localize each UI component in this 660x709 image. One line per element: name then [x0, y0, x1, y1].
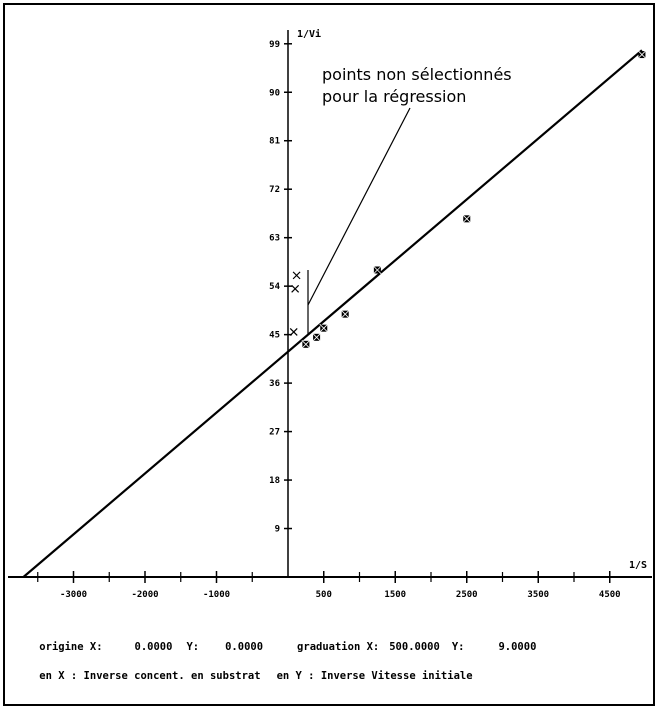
annotation-line-2: pour la régression	[322, 87, 466, 106]
data-point	[462, 214, 472, 224]
x-description: en X : Inverse concent. en substrat	[39, 670, 261, 682]
annotation-line-1: points non sélectionnés	[322, 65, 512, 84]
x-tick-label: -3000	[60, 590, 87, 600]
y-tick-label: 9	[275, 525, 280, 535]
origin-x-value: 0.0000	[134, 641, 173, 653]
y-tick-label: 99	[269, 40, 280, 50]
data-point	[340, 309, 350, 319]
origin-y-value: 0.0000	[225, 641, 264, 653]
y-tick-label: 18	[269, 476, 280, 486]
regression-line-group	[22, 49, 643, 578]
y-tick-label: 72	[269, 185, 280, 195]
data-point	[301, 340, 311, 349]
y-description: en Y : Inverse Vitesse initiale	[276, 670, 473, 682]
graduation-y-value: 9.0000	[498, 641, 537, 653]
axes	[8, 30, 652, 578]
x-tick-label: 3500	[527, 590, 549, 600]
x-tick-label: 2500	[456, 590, 478, 600]
data-points	[289, 50, 647, 349]
regression-line	[22, 49, 643, 578]
graduation-y-label: Y:	[451, 641, 465, 653]
x-axis-label: 1/S	[629, 560, 647, 571]
data-point	[637, 50, 647, 59]
y-tick-label: 90	[269, 88, 280, 98]
data-point	[373, 265, 382, 275]
graduation-x-value: 500.0000	[389, 641, 440, 653]
y-tick-label: 54	[269, 282, 280, 292]
y-tick-label: 45	[269, 331, 280, 341]
y-tick-label: 36	[269, 379, 280, 389]
x-tick-label: 1500	[384, 590, 406, 600]
origin-y-label: Y:	[186, 641, 200, 653]
annotation-leader	[307, 107, 411, 306]
data-point	[319, 323, 329, 333]
x-tick-label: -2000	[131, 590, 158, 600]
excluded-point	[289, 328, 298, 336]
x-tick-label: 500	[316, 590, 332, 600]
y-tick-label: 27	[269, 428, 280, 438]
excluded-point	[291, 284, 300, 293]
axis-descriptions: en X : Inverse concent. en substrat en Y …	[14, 658, 473, 694]
origin-label: origine X:	[39, 641, 103, 653]
x-tick-label: 4500	[599, 590, 621, 600]
ticks: -3000 -2000 -1000 500 1500 2500 3500 4500 9 18 27 3…	[37, 40, 621, 600]
y-tick-label: 63	[269, 234, 280, 244]
chart-frame	[3, 3, 655, 706]
annotation-group: points non sélectionnés pour la régressi…	[307, 65, 512, 335]
data-point	[312, 333, 321, 342]
origin-info: origine X: 0.0000 Y: 0.0000 graduation X: 500…	[14, 629, 536, 665]
graduation-label: graduation X:	[297, 641, 380, 653]
excluded-point	[292, 271, 301, 280]
x-tick-label: -1000	[203, 590, 230, 600]
y-tick-label: 81	[269, 137, 280, 147]
y-axis-label: 1/Vi	[297, 28, 321, 40]
